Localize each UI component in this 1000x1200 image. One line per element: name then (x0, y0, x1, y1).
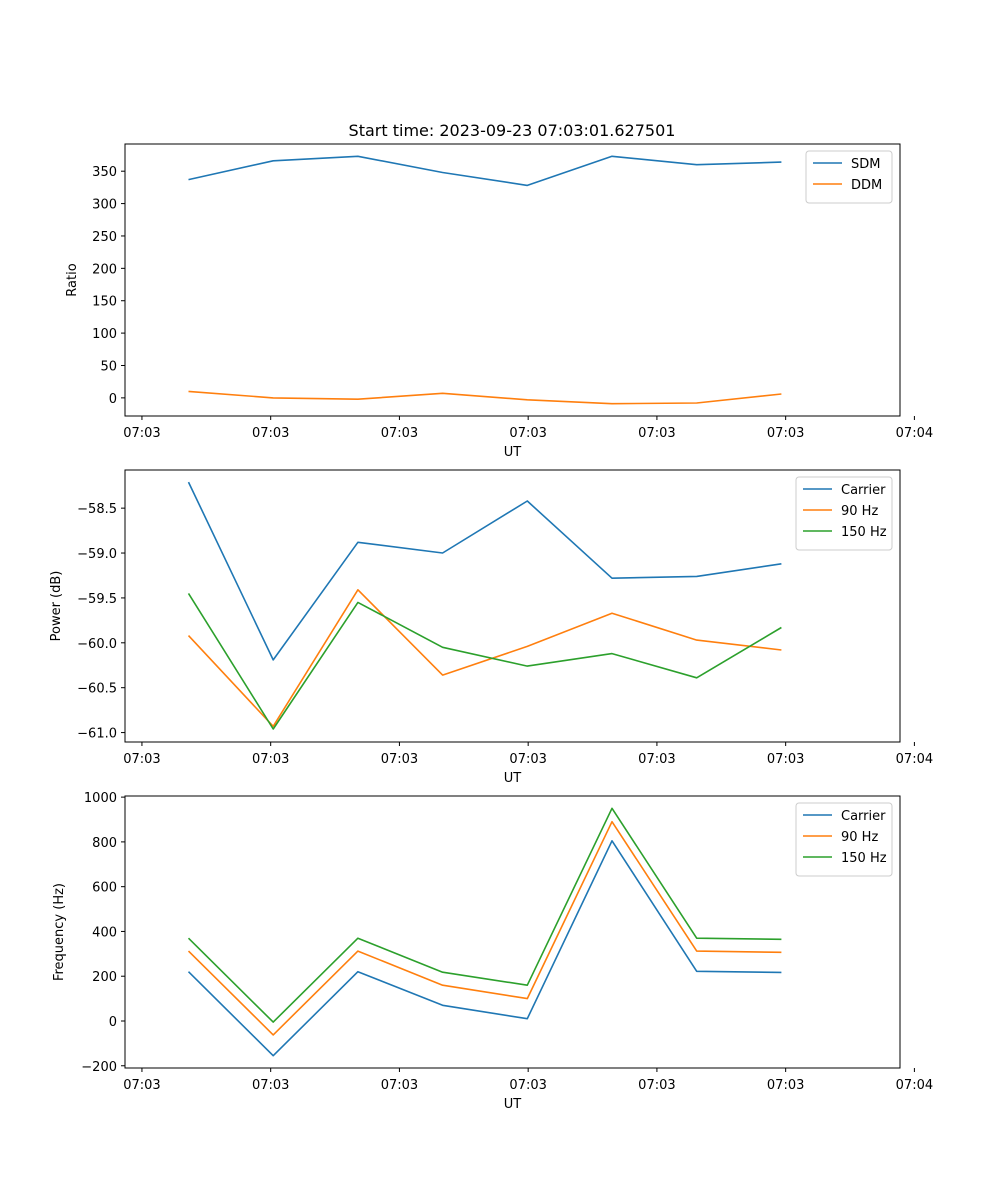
y-tick-label: −200 (81, 1060, 117, 1075)
series-line-90-hz (187, 588, 782, 728)
x-tick-label: 07:04 (896, 426, 933, 441)
y-tick-label: −59.0 (77, 547, 117, 562)
axes-frame (124, 795, 901, 1069)
legend-label: DDM (851, 178, 882, 193)
series-line-carrier (187, 481, 782, 661)
x-axis-label: UT (504, 1097, 522, 1112)
y-tick-label: 200 (92, 262, 117, 277)
x-tick-label: 07:03 (252, 1078, 289, 1093)
x-tick-label: 07:03 (509, 752, 546, 767)
axes-frame (124, 469, 901, 743)
y-tick-label: 250 (92, 230, 117, 245)
y-tick-label: 0 (109, 1015, 117, 1030)
x-tick-label: 07:03 (767, 426, 804, 441)
y-tick-label: −61.0 (77, 727, 117, 742)
x-tick-label: 07:03 (123, 426, 160, 441)
legend-frame (805, 150, 893, 204)
y-axis-label: Ratio (65, 263, 80, 296)
x-tick-label: 07:03 (638, 752, 675, 767)
x-tick-label: 07:03 (381, 426, 418, 441)
legend: SDM DDM (805, 150, 893, 204)
series-line-ddm (188, 390, 782, 405)
series-line-150-hz (187, 592, 782, 730)
y-tick-label: −60.5 (77, 682, 117, 697)
x-tick-label: 07:03 (123, 752, 160, 767)
legend-label: Carrier (841, 809, 886, 824)
series-lines (187, 807, 782, 1057)
y-tick-label: 200 (92, 970, 117, 985)
y-tick-label: 0 (109, 392, 117, 407)
legend: Carrier 90 Hz 150 Hz (795, 476, 893, 551)
legend-label: 90 Hz (841, 830, 878, 845)
y-tick-label: 300 (92, 198, 117, 213)
x-tick-label: 07:03 (509, 1078, 546, 1093)
x-tick-label: 07:03 (767, 1078, 804, 1093)
x-tick-label: 07:03 (252, 426, 289, 441)
y-tick-label: 400 (92, 925, 117, 940)
y-tick-label: 800 (92, 836, 117, 851)
x-tick-label: 07:03 (509, 426, 546, 441)
x-tick-label: 07:03 (381, 1078, 418, 1093)
legend-label: Carrier (841, 483, 886, 498)
x-axis-label: UT (504, 445, 522, 460)
axes-frame (124, 143, 901, 417)
x-axis-label: UT (504, 771, 522, 786)
subplot-3: 07:03 07:03 07:03 07:03 07:03 07:03 07:04 −200 0… (52, 791, 933, 1112)
figure-title: Start time: 2023-09-23 07:03:01.627501 (349, 121, 676, 140)
y-tick-label: 600 (92, 881, 117, 896)
x-tick-label: 07:03 (252, 752, 289, 767)
y-tick-label: 50 (100, 359, 117, 374)
x-tick-label: 07:03 (767, 752, 804, 767)
series-line-sdm (188, 155, 782, 187)
legend-label: 150 Hz (841, 525, 887, 540)
x-tick-label: 07:04 (896, 752, 933, 767)
x-tick-label: 07:03 (381, 752, 418, 767)
x-tick-label: 07:04 (896, 1078, 933, 1093)
subplots: 07:03 07:03 07:03 07:03 07:03 07:03 07:04 0 50 10… (49, 143, 933, 1112)
y-axis-label: Frequency (Hz) (52, 883, 67, 981)
y-tick-label: 1000 (84, 791, 117, 806)
subplot-2: 07:03 07:03 07:03 07:03 07:03 07:03 07:04 −61.0… (49, 469, 933, 786)
x-tick-label: 07:03 (638, 426, 675, 441)
x-tick-label: 07:03 (638, 1078, 675, 1093)
series-line-150-hz (187, 807, 782, 1023)
y-tick-label: 350 (92, 165, 117, 180)
series-line-90-hz (187, 820, 782, 1036)
y-tick-label: −58.5 (77, 502, 117, 517)
y-tick-label: −60.0 (77, 637, 117, 652)
series-lines (187, 481, 782, 730)
series-lines (188, 155, 782, 405)
subplot-1: 07:03 07:03 07:03 07:03 07:03 07:03 07:04 0 50 10… (65, 143, 933, 460)
series-line-carrier (187, 839, 782, 1057)
y-tick-label: −59.5 (77, 592, 117, 607)
legend-label: SDM (851, 157, 880, 172)
legend-label: 90 Hz (841, 504, 878, 519)
y-axis-label: Power (dB) (49, 571, 64, 642)
legend-label: 150 Hz (841, 851, 887, 866)
y-tick-label: 150 (92, 295, 117, 310)
legend: Carrier 90 Hz 150 Hz (795, 802, 893, 877)
x-tick-label: 07:03 (123, 1078, 160, 1093)
y-tick-label: 100 (92, 327, 117, 342)
